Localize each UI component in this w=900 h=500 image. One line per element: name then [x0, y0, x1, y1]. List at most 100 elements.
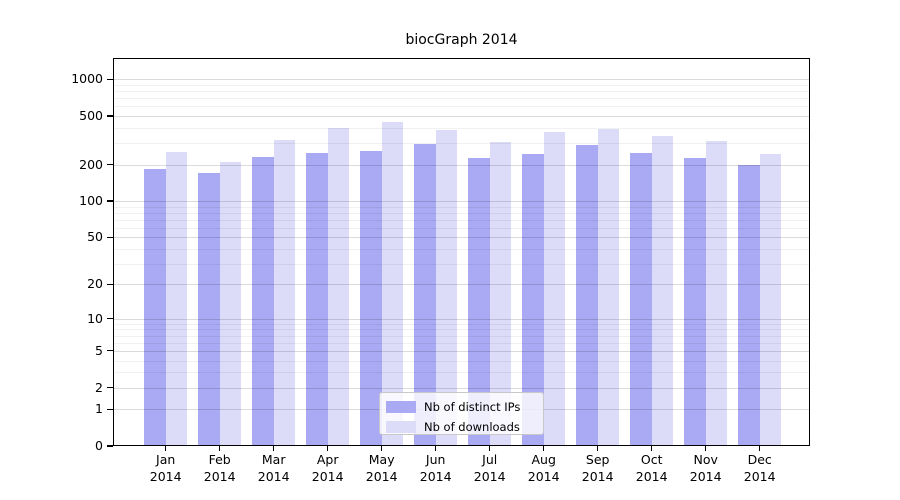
y-tick-label: 1000 [71, 71, 103, 87]
bar-downloads-12 [759, 153, 782, 446]
minor-gridline [113, 98, 810, 100]
x-tick [597, 446, 599, 451]
y-tick [107, 445, 113, 447]
y-tick [107, 200, 113, 202]
x-tick [435, 446, 437, 451]
x-tick-label: Jan 2014 [149, 452, 182, 484]
minor-gridline [113, 329, 810, 331]
bar-ips-6 [414, 143, 436, 446]
minor-gridline [113, 106, 810, 108]
x-tick [327, 446, 329, 451]
y-tick-label: 5 [95, 342, 103, 358]
minor-gridline [113, 206, 810, 208]
major-gridline [113, 350, 810, 352]
y-tick [107, 387, 113, 389]
x-tick-label: Sep 2014 [581, 452, 614, 484]
x-tick [219, 446, 221, 451]
minor-gridline [113, 323, 810, 325]
bar-ips-2 [198, 172, 220, 446]
major-gridline [113, 116, 810, 118]
y-tick-label: 1 [95, 401, 103, 417]
major-gridline [113, 284, 810, 286]
x-tick [759, 446, 761, 451]
bar-ips-7 [468, 157, 490, 446]
major-gridline [113, 318, 810, 320]
y-tick-label: 200 [79, 156, 103, 172]
y-tick [107, 350, 113, 352]
x-tick [165, 446, 167, 451]
x-tick-label: Jul 2014 [473, 452, 506, 484]
y-tick-label: 100 [79, 193, 103, 209]
y-tick-label: 20 [87, 276, 103, 292]
x-tick-label: Apr 2014 [311, 452, 344, 484]
minor-gridline [113, 127, 810, 129]
x-tick [651, 446, 653, 451]
minor-gridline [113, 248, 810, 250]
legend: Nb of distinct IPs Nb of downloads [379, 392, 544, 435]
bar-downloads-11 [705, 140, 728, 446]
minor-gridline [113, 263, 810, 265]
x-tick-label: Feb 2014 [203, 452, 236, 484]
bar-downloads-7 [489, 141, 512, 446]
major-gridline [113, 237, 810, 239]
minor-gridline [113, 143, 810, 145]
bar-downloads-2 [219, 162, 242, 446]
bar-ips-1 [144, 168, 166, 446]
x-tick-label: Jun 2014 [419, 452, 452, 484]
bar-ips-5 [360, 151, 382, 446]
y-tick [107, 115, 113, 117]
minor-gridline [113, 372, 810, 374]
y-tick-label: 50 [87, 229, 103, 245]
major-gridline [113, 164, 810, 166]
x-tick-label: May 2014 [365, 452, 398, 484]
x-tick [489, 446, 491, 451]
bar-downloads-6 [435, 130, 458, 446]
y-tick [107, 408, 113, 410]
bar-downloads-8 [543, 131, 566, 446]
major-gridline [113, 201, 810, 203]
y-tick [107, 283, 113, 285]
minor-gridline [113, 212, 810, 214]
bar-downloads-9 [597, 128, 620, 446]
minor-gridline [113, 91, 810, 93]
y-tick-label: 2 [95, 379, 103, 395]
minor-gridline [113, 335, 810, 337]
x-tick [543, 446, 545, 451]
chart-title: biocGraph 2014 [405, 32, 518, 48]
minor-gridline [113, 219, 810, 221]
bar-downloads-1 [165, 151, 188, 446]
y-tick [107, 318, 113, 320]
y-tick [107, 236, 113, 238]
x-tick-label: Oct 2014 [635, 452, 668, 484]
x-tick-label: Nov 2014 [689, 452, 722, 484]
legend-swatch-downloads [386, 421, 416, 433]
legend-label-distinct-ips: Nb of distinct IPs [424, 400, 521, 414]
major-gridline [113, 79, 810, 81]
bar-downloads-4 [327, 127, 350, 446]
minor-gridline [113, 84, 810, 86]
minor-gridline [113, 342, 810, 344]
bar-downloads-10 [651, 136, 674, 446]
y-tick [107, 78, 113, 80]
y-tick-label: 10 [87, 310, 103, 326]
legend-swatch-distinct-ips [386, 401, 416, 413]
bar-ips-8 [522, 154, 544, 446]
x-tick [273, 446, 275, 451]
legend-item-downloads: Nb of downloads [380, 419, 543, 435]
bar-ips-12 [738, 165, 760, 446]
bar-downloads-3 [273, 140, 296, 446]
bar-ips-10 [630, 152, 652, 446]
minor-gridline [113, 360, 810, 362]
bar-ips-9 [576, 145, 598, 446]
bar-ips-4 [306, 152, 328, 446]
x-tick-label: Dec 2014 [743, 452, 776, 484]
major-gridline [113, 387, 810, 389]
y-tick-label: 0 [95, 438, 103, 453]
plot-area [113, 58, 810, 446]
x-tick [705, 446, 707, 451]
x-tick-label: Aug 2014 [527, 452, 560, 484]
bar-ips-3 [252, 157, 274, 446]
y-tick [107, 163, 113, 166]
bar-ips-11 [684, 158, 706, 446]
